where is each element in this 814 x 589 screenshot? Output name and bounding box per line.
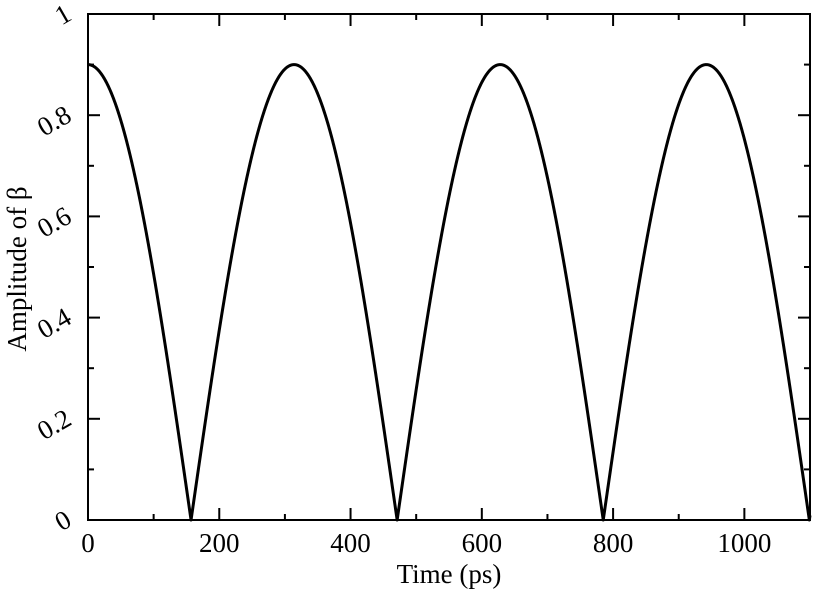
x-tick-label: 400	[330, 528, 371, 558]
x-tick-label: 200	[199, 528, 240, 558]
plot-area: 0 200 400 600 800 1000 0 0.2 0.4 0.6 0.8 1	[32, 0, 812, 558]
y-tick-label: 0.6	[32, 201, 76, 244]
plot-frame	[87, 13, 811, 521]
x-tick-label: 1000	[717, 528, 771, 558]
y-tick-label: 0.4	[32, 301, 77, 344]
y-tick-label: 1	[50, 0, 77, 31]
y-tick-label: 0.8	[32, 99, 76, 142]
x-tick-label: 600	[462, 528, 503, 558]
x-axis-title: Time (ps)	[397, 559, 502, 589]
series-line	[86, 63, 812, 522]
x-tick-label: 800	[593, 528, 634, 558]
x-tick-label: 0	[81, 528, 95, 558]
y-tick-label: 0.2	[32, 403, 76, 446]
y-axis-title: Amplitude of β	[2, 186, 32, 351]
y-tick-label: 0	[50, 504, 77, 537]
